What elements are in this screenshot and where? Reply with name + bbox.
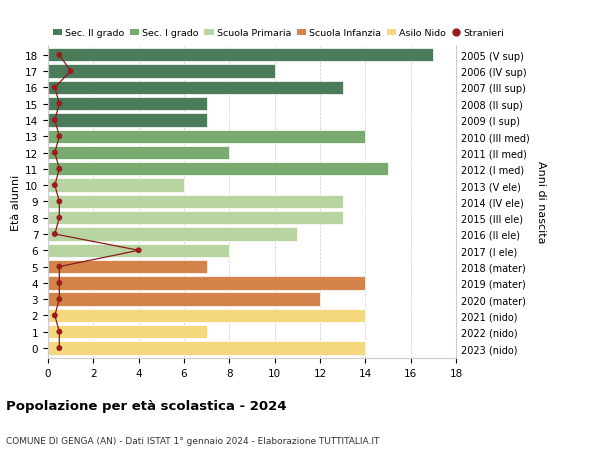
Text: COMUNE DI GENGA (AN) - Dati ISTAT 1° gennaio 2024 - Elaborazione TUTTITALIA.IT: COMUNE DI GENGA (AN) - Dati ISTAT 1° gen… — [6, 436, 379, 445]
Bar — [48, 325, 206, 339]
Bar — [48, 179, 184, 192]
Point — [66, 68, 76, 76]
Point — [50, 231, 59, 238]
Bar — [48, 49, 433, 62]
Bar — [48, 244, 229, 257]
Bar — [48, 228, 298, 241]
Point — [55, 328, 64, 336]
Point — [50, 150, 59, 157]
Point — [134, 247, 143, 254]
Y-axis label: Anni di nascita: Anni di nascita — [536, 161, 546, 243]
Bar — [48, 293, 320, 306]
Point — [55, 133, 64, 140]
Bar — [48, 277, 365, 290]
Bar — [48, 260, 206, 274]
Bar — [48, 195, 343, 209]
Bar — [48, 146, 229, 160]
Point — [55, 280, 64, 287]
Bar — [48, 65, 275, 78]
Y-axis label: Età alunni: Età alunni — [11, 174, 21, 230]
Point — [55, 101, 64, 108]
Point — [55, 214, 64, 222]
Legend: Sec. II grado, Sec. I grado, Scuola Primaria, Scuola Infanzia, Asilo Nido, Stran: Sec. II grado, Sec. I grado, Scuola Prim… — [53, 29, 505, 38]
Bar — [48, 82, 343, 95]
Bar — [48, 130, 365, 144]
Bar — [48, 212, 343, 225]
Bar — [48, 341, 365, 355]
Bar — [48, 163, 388, 176]
Point — [50, 117, 59, 124]
Point — [55, 296, 64, 303]
Text: Popolazione per età scolastica - 2024: Popolazione per età scolastica - 2024 — [6, 399, 287, 412]
Bar — [48, 98, 206, 111]
Point — [50, 84, 59, 92]
Bar — [48, 309, 365, 322]
Bar — [48, 114, 206, 127]
Point — [55, 345, 64, 352]
Point — [50, 312, 59, 319]
Point — [55, 198, 64, 206]
Point — [55, 166, 64, 173]
Point — [55, 52, 64, 59]
Point — [55, 263, 64, 271]
Point — [50, 182, 59, 190]
